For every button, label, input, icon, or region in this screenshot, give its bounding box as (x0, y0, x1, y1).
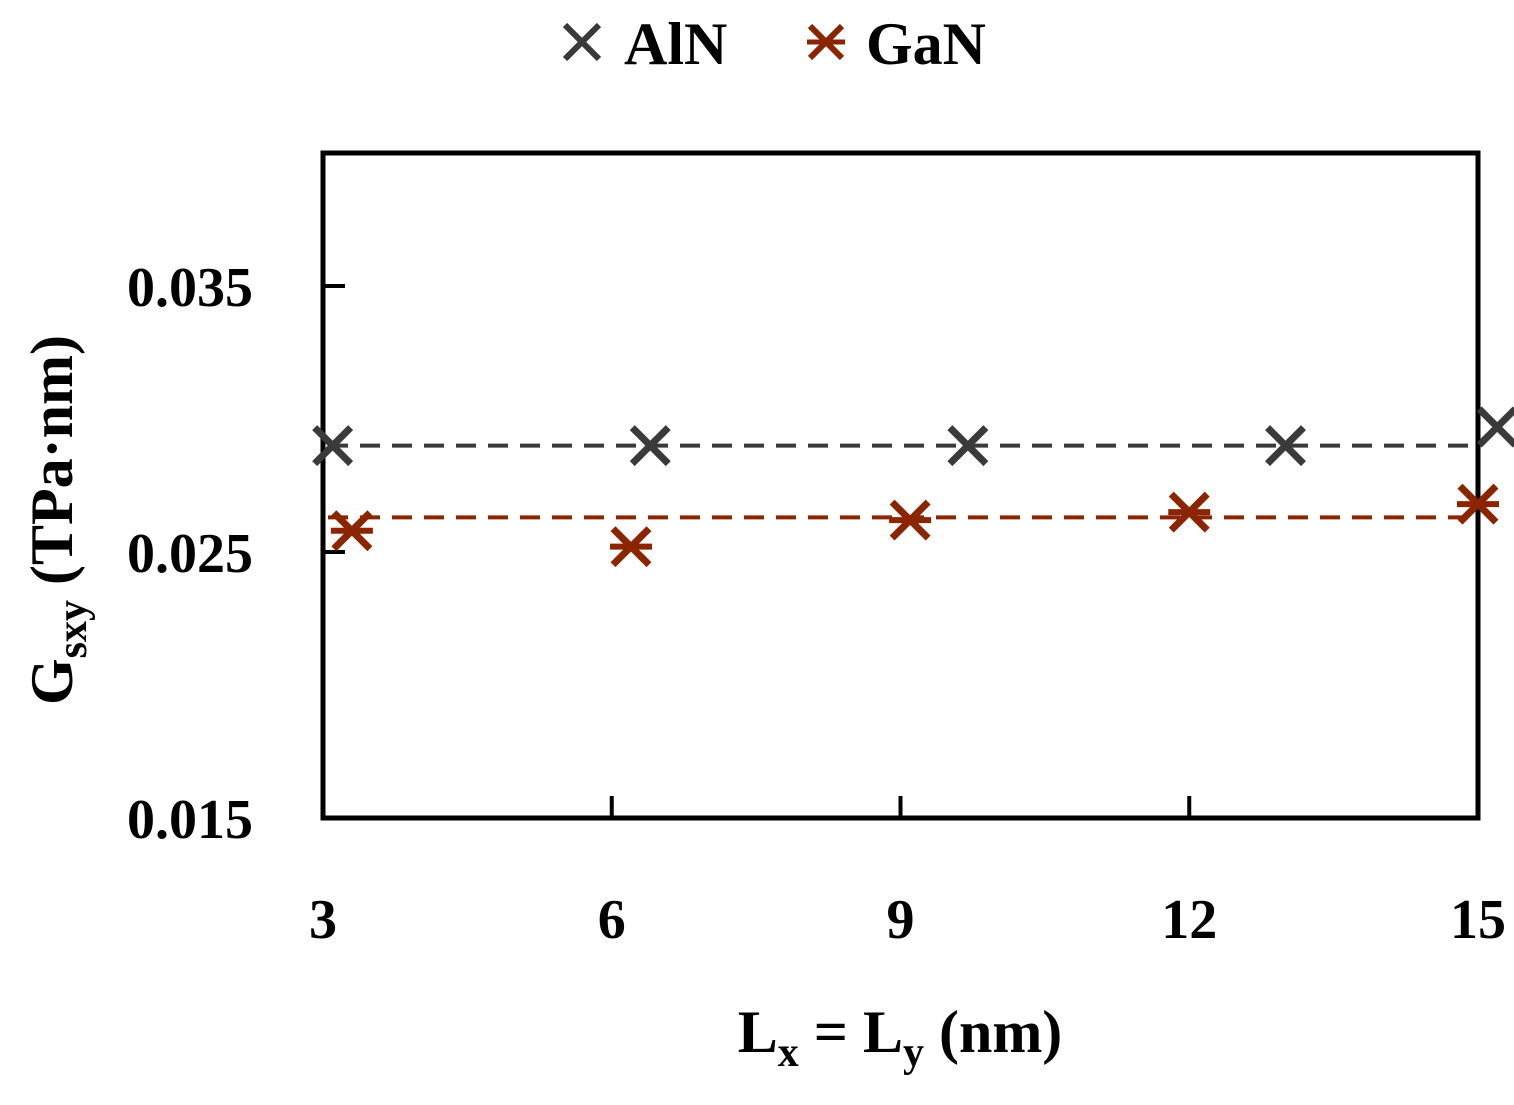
x-axis-label: Lx = Ly (nm) (738, 999, 1063, 1076)
x-label-equals: = (799, 999, 863, 1065)
y-label-unit: (TPa·nm) (19, 335, 85, 600)
x-tick-label: 15 (1450, 889, 1506, 951)
point-aln (312, 425, 354, 467)
x-axis: 3 6 9 12 15 (309, 796, 1506, 951)
point-gan (1457, 483, 1499, 525)
x-label-y-main: L (863, 999, 903, 1065)
x-label-sub: x (778, 1030, 799, 1076)
point-gan (330, 510, 373, 552)
y-tick-label: 0.025 (127, 523, 253, 585)
legend-marker-gan (807, 23, 845, 61)
y-axis: 0.015 0.025 0.035 (127, 257, 345, 851)
point-aln (1265, 425, 1306, 467)
point-gan (1168, 491, 1211, 533)
legend-label-gan: GaN (866, 11, 986, 77)
plot-frame (320, 150, 1481, 821)
y-tick-label: 0.035 (127, 257, 253, 319)
point-gan (889, 499, 932, 541)
x-tick-label: 9 (887, 889, 915, 951)
x-tick-label: 6 (598, 889, 626, 951)
data-points (312, 406, 1514, 568)
y-label-main: G (19, 658, 85, 705)
y-label-sub: sxy (50, 600, 96, 658)
x-tick-label: 3 (309, 889, 337, 951)
legend-label-aln: AlN (624, 11, 727, 77)
y-tick-label: 0.015 (127, 789, 253, 851)
y-axis-label: Gsxy (TPa·nm) (19, 335, 96, 705)
point-gan (610, 526, 652, 568)
x-label-unit: (nm) (924, 999, 1062, 1065)
x-label-y-sub: y (903, 1030, 924, 1076)
point-aln (1476, 406, 1514, 448)
legend-marker-aln (562, 22, 602, 62)
point-aln (629, 425, 671, 467)
x-tick-label: 12 (1161, 889, 1217, 951)
legend: AlN GaN (562, 11, 986, 77)
point-aln (947, 425, 989, 467)
x-label-main: L (738, 999, 778, 1065)
